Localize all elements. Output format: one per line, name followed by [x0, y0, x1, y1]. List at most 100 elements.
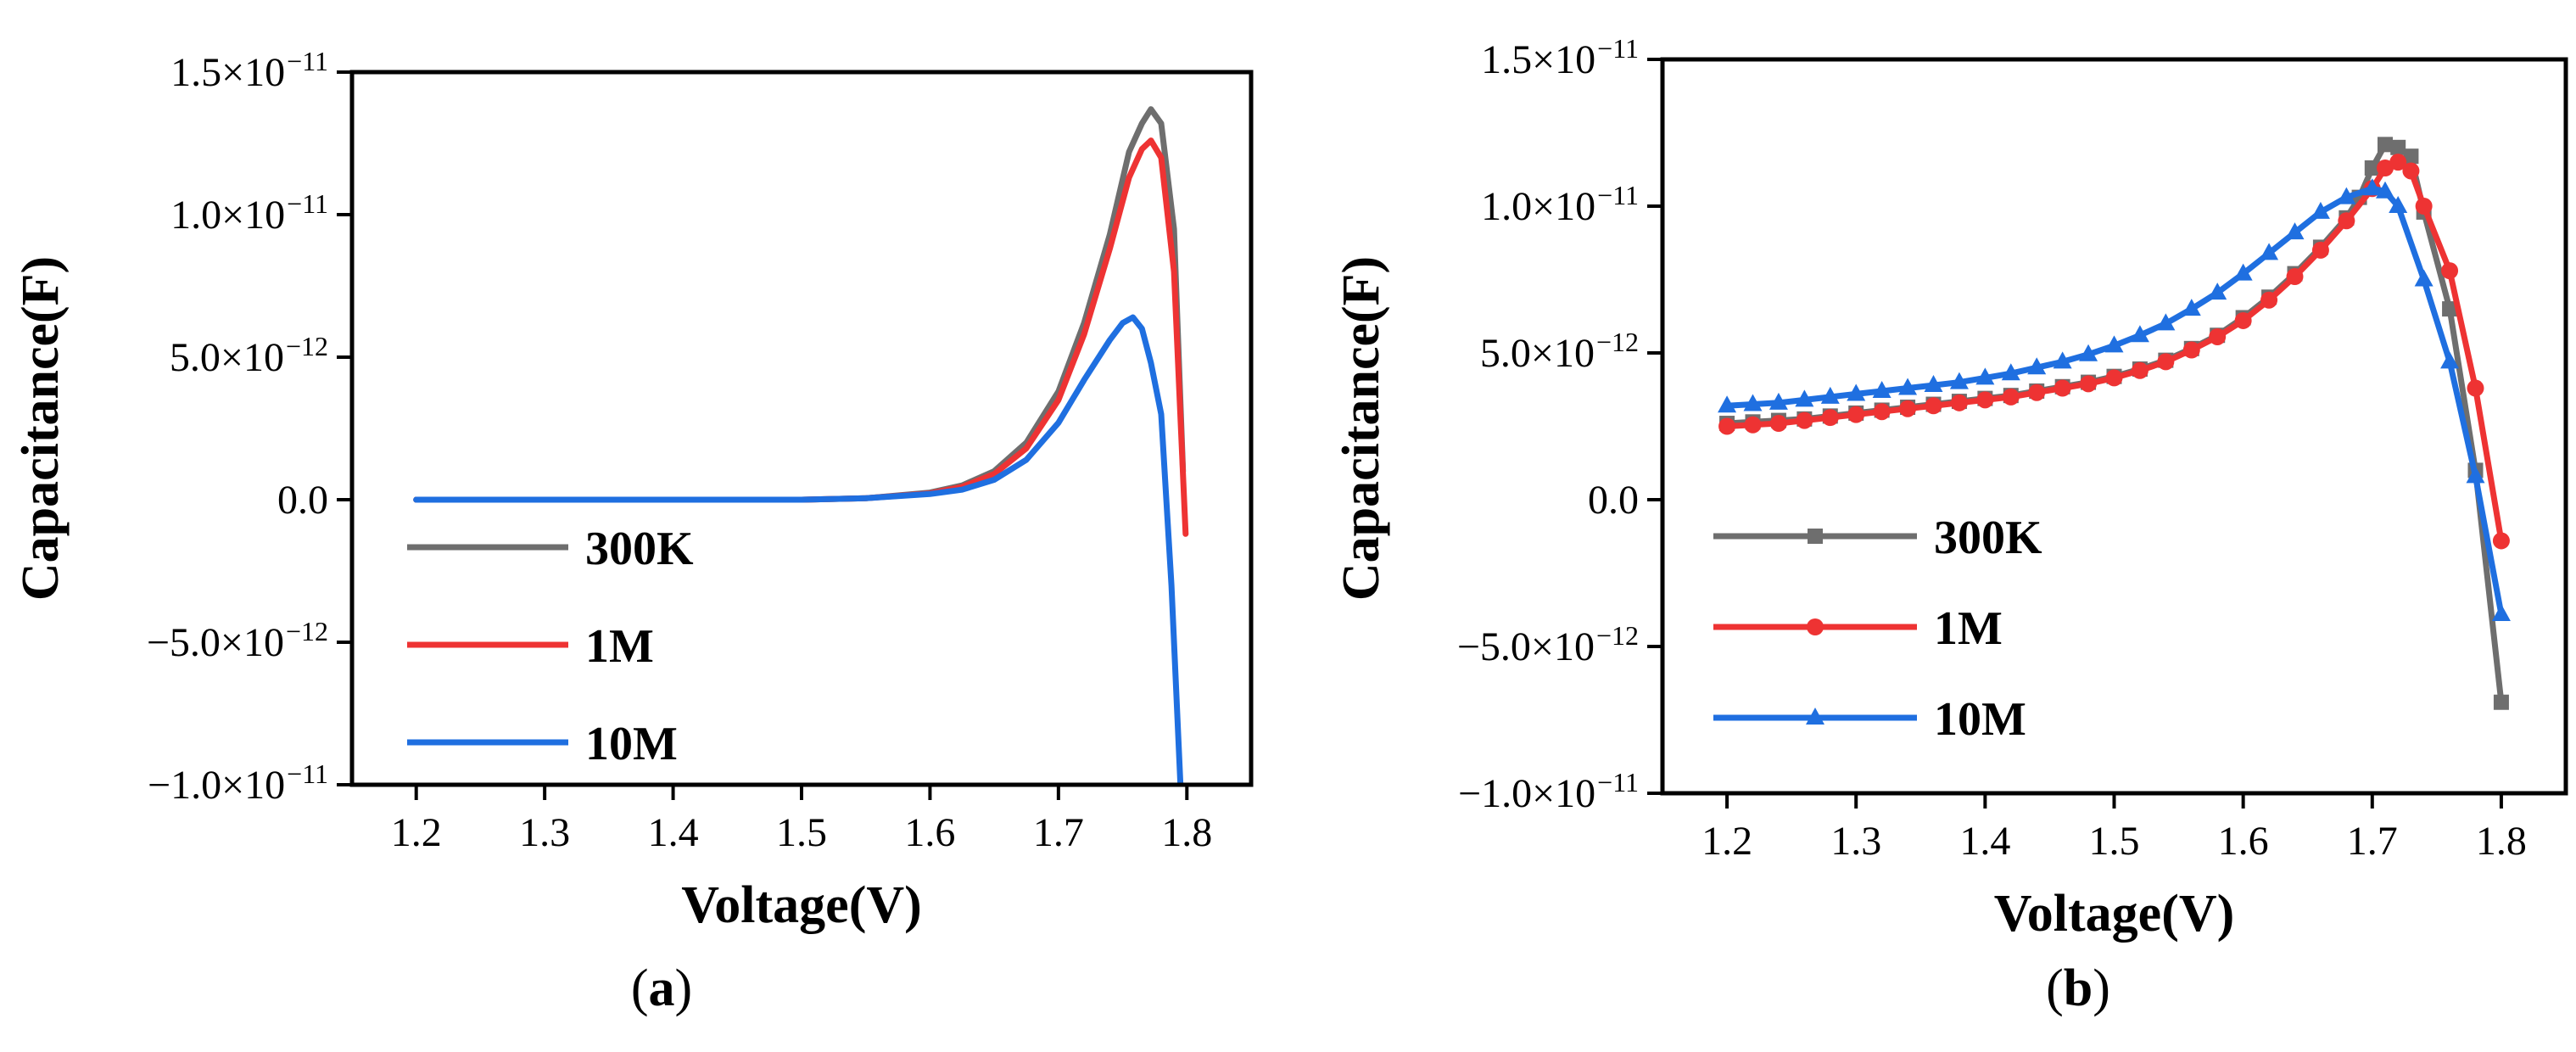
- x-tick-label: 1.3: [519, 810, 570, 855]
- data-point-10M: [2466, 466, 2485, 484]
- x-tick-label: 1.6: [904, 810, 955, 855]
- data-point-1M: [1718, 417, 1736, 435]
- legend-label-300K: 300K: [585, 523, 694, 575]
- panel-label: (a): [631, 960, 692, 1017]
- series-300K-group: [1719, 137, 2509, 710]
- panel-label-letter: b: [2064, 960, 2093, 1017]
- data-point-1M: [2286, 268, 2304, 286]
- series-line-10M: [1724, 185, 2505, 618]
- data-point-10M: [1769, 392, 1788, 410]
- x-tick-label: 1.5: [776, 810, 827, 855]
- y-tick-label: 5.0×10: [170, 335, 284, 380]
- series-300K-group: [413, 106, 1187, 503]
- data-point-1M: [2260, 291, 2278, 309]
- panel-label: (b): [2046, 960, 2110, 1017]
- legend-marker-300K: [1808, 529, 1823, 544]
- data-point-10M: [1924, 375, 1943, 393]
- x-tick-label: 1.3: [1830, 819, 1881, 864]
- data-point-10M: [2337, 187, 2356, 204]
- data-point-10M: [2027, 357, 2047, 375]
- y-tick-exponent: −12: [286, 331, 328, 361]
- data-point-10M: [2260, 243, 2279, 260]
- y-tick-label: 1.0×10: [170, 193, 285, 238]
- y-tick-exponent: −11: [1597, 180, 1639, 210]
- y-tick-label: −1.0×10: [148, 763, 285, 808]
- series-1M-group: [413, 137, 1189, 537]
- data-point-1M: [2441, 262, 2459, 280]
- data-point-1M: [1976, 391, 1994, 409]
- series-line-10M: [413, 314, 1184, 785]
- legend-label-300K: 300K: [1934, 512, 2042, 564]
- x-tick-label: 1.7: [2347, 819, 2398, 864]
- data-point-1M: [2054, 379, 2071, 397]
- series-line-1M: [413, 137, 1189, 537]
- y-tick-exponent: −12: [286, 616, 328, 646]
- data-point-300K: [2403, 148, 2419, 165]
- y-tick-label: −1.0×10: [1458, 771, 1595, 816]
- data-point-1M: [2157, 353, 2175, 371]
- x-tick-label: 1.2: [1702, 819, 1752, 864]
- y-tick-label: −5.0×10: [147, 620, 284, 665]
- legend: 300K 1M 10M: [1713, 512, 2042, 746]
- data-point-1M: [1925, 397, 1942, 415]
- y-tick-exponent: −11: [287, 46, 328, 76]
- series-line-300K: [413, 106, 1187, 503]
- data-point-1M: [2492, 532, 2510, 550]
- legend-marker-10M: [1806, 708, 1824, 725]
- data-point-1M: [2311, 241, 2329, 259]
- data-point-10M: [1975, 367, 1995, 385]
- data-point-10M: [2389, 196, 2408, 213]
- data-point-1M: [2402, 162, 2420, 180]
- x-tick-label: 1.8: [1161, 810, 1212, 855]
- data-point-10M: [2182, 299, 2201, 316]
- data-point-300K: [2390, 139, 2406, 155]
- data-point-10M: [2376, 181, 2394, 199]
- y-axis-label: Capacitance(F): [12, 256, 70, 601]
- data-point-1M: [1899, 400, 1917, 417]
- x-tick-label: 1.4: [1959, 819, 2010, 864]
- y-tick-exponent: −11: [1597, 767, 1639, 797]
- legend: 300K 1M 10M: [407, 523, 694, 770]
- y-tick-label: 1.5×10: [1481, 37, 1595, 82]
- data-point-1M: [1847, 406, 1865, 423]
- data-point-1M: [1821, 409, 1839, 427]
- y-tick-label: 1.0×10: [1481, 184, 1595, 229]
- data-point-300K: [2493, 694, 2509, 710]
- data-point-1M: [2028, 383, 2046, 401]
- x-tick-label: 1.7: [1033, 810, 1084, 855]
- data-point-1M: [2182, 341, 2200, 359]
- y-tick-label: 0.0: [1588, 478, 1639, 523]
- panel-a-chart: 1.2 1.3 1.4 1.5 1.6 1.7 1.8−111.5×10−111.0×10−…: [12, 46, 1254, 1017]
- data-point-1M: [2377, 159, 2394, 177]
- data-point-10M: [1820, 386, 1840, 404]
- data-point-10M: [2156, 313, 2176, 331]
- y-tick-exponent: −11: [287, 758, 328, 789]
- data-point-10M: [2311, 201, 2330, 219]
- y-tick-label: 0.0: [277, 478, 328, 523]
- data-point-10M: [2079, 344, 2098, 361]
- y-tick-exponent: −11: [1597, 33, 1639, 64]
- data-point-1M: [2209, 327, 2227, 345]
- legend-label-10M: 10M: [585, 718, 678, 770]
- y-axis-label: Capacitance(F): [1333, 256, 1390, 601]
- series-1M-group: [1718, 154, 2510, 550]
- data-point-1M: [1796, 411, 1813, 429]
- x-tick-label: 1.2: [391, 810, 442, 855]
- data-point-1M: [2080, 375, 2098, 393]
- series-line-300K: [1724, 141, 2505, 706]
- x-axis-label: Voltage(V): [1994, 885, 2235, 943]
- data-point-10M: [1872, 380, 1891, 398]
- data-point-10M: [1949, 372, 1969, 389]
- y-tick-exponent: −12: [1596, 327, 1639, 357]
- y-tick-label: −5.0×10: [1457, 624, 1595, 669]
- data-point-10M: [2001, 363, 2020, 381]
- data-point-10M: [1718, 395, 1737, 413]
- data-point-10M: [1847, 383, 1866, 401]
- data-point-1M: [2002, 388, 2020, 406]
- plot-frame: [349, 70, 1254, 787]
- panel-b-chart: 1.2 1.3 1.4 1.5 1.6 1.7 1.8−111.5×10−111.0×10−…: [1333, 33, 2568, 1017]
- data-point-10M: [2233, 263, 2253, 281]
- data-point-300K: [2364, 160, 2380, 176]
- legend-label-1M: 1M: [1934, 602, 2003, 655]
